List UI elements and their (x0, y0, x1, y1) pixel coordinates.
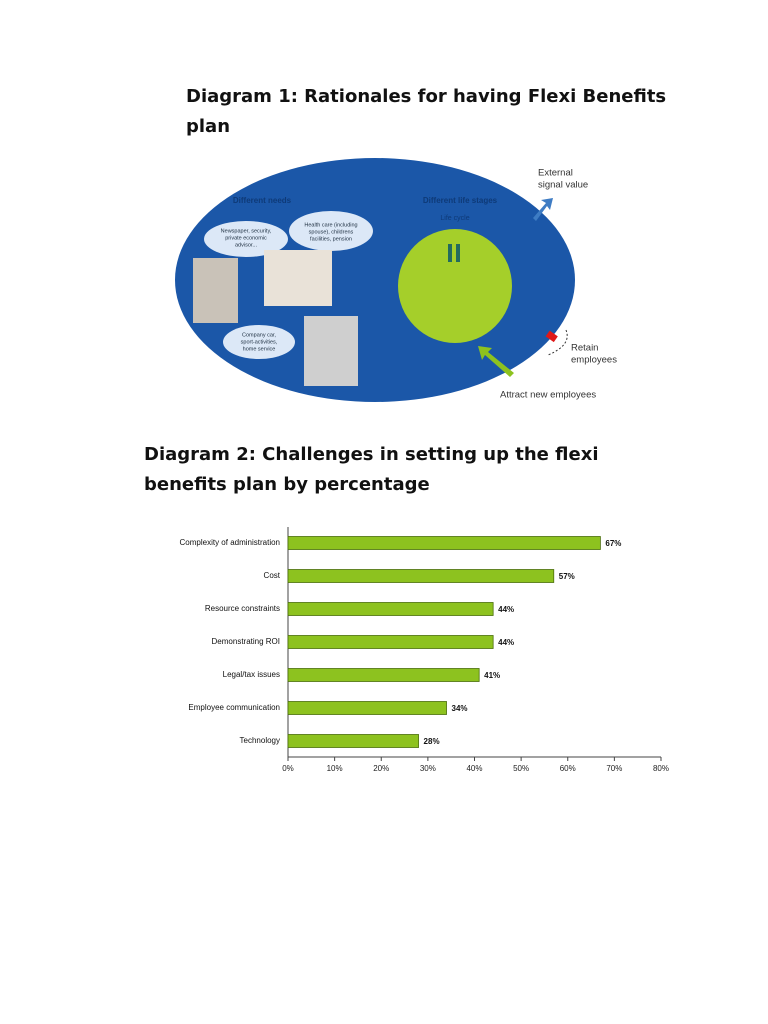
x-tick-label: 60% (560, 764, 576, 773)
bar (287, 635, 494, 649)
arrow (478, 346, 514, 377)
diagram (175, 158, 575, 402)
bar (287, 536, 601, 550)
marker (545, 330, 558, 343)
diagram-label: private economic (225, 235, 267, 241)
y-tick-label: Cost (264, 571, 281, 580)
y-tick-label: Demonstrating ROI (212, 637, 280, 646)
x-tick-label: 80% (653, 764, 669, 773)
diagram-label: Retain (571, 343, 598, 354)
cloud (223, 325, 295, 359)
y-tick-label: Resource constraints (205, 604, 280, 613)
diagram-label: Life cycle (440, 215, 469, 222)
bar (287, 701, 447, 715)
cloud (289, 211, 373, 251)
diagram-label: Different life stages (423, 196, 498, 205)
diagram-label: spouse), childrens (309, 229, 354, 235)
x-tick-label: 50% (513, 764, 529, 773)
x-tick-label: 30% (420, 764, 436, 773)
heading: Diagram 1: Rationales for having Flexi B… (186, 86, 667, 137)
y-tick-label: Employee communication (188, 703, 280, 712)
diagram-label: Health care (including (304, 222, 357, 228)
data-label: 44% (498, 605, 514, 614)
arrow (533, 198, 553, 221)
data-label: 28% (424, 737, 440, 746)
pause-icon (448, 244, 452, 262)
x-tick-label: 20% (373, 764, 389, 773)
diagram-label: advisor... (235, 242, 257, 248)
bar (287, 569, 555, 583)
cloud (204, 221, 288, 257)
diagram-label: Attract new employees (500, 390, 596, 401)
bar (287, 602, 494, 616)
bar (287, 734, 419, 748)
diagram-label: facilities, pension (310, 236, 352, 242)
photo (193, 258, 238, 323)
data-label: 44% (498, 638, 514, 647)
diagram-label: sport-activities, (241, 339, 278, 345)
x-tick-label: 0% (282, 764, 294, 773)
diagram-label: Company car, (242, 332, 276, 338)
diagram-label: Different needs (233, 196, 292, 205)
x-tick-label: 40% (466, 764, 482, 773)
heading: Diagram 2: Challenges in setting up the … (144, 444, 599, 495)
diagram-label: signal value (538, 180, 588, 191)
diagram-label: External (538, 168, 573, 179)
data-label: 57% (559, 572, 575, 581)
data-label: 41% (484, 671, 500, 680)
x-tick-label: 10% (327, 764, 343, 773)
y-tick-label: Technology (240, 736, 280, 745)
x-tick-label: 70% (606, 764, 622, 773)
data-label: 67% (605, 539, 621, 548)
diagram-label: employees (571, 355, 617, 366)
diagram-label: Newspaper, security, (221, 228, 272, 234)
data-label: 34% (452, 704, 468, 713)
photo (264, 250, 332, 306)
life-cycle-circle (398, 229, 512, 343)
photo (304, 316, 358, 386)
y-tick-label: Legal/tax issues (223, 670, 280, 679)
diagram-label: home service (243, 346, 276, 352)
bar (287, 668, 480, 682)
y-tick-label: Complexity of administration (180, 538, 280, 547)
pause-icon (456, 244, 460, 262)
